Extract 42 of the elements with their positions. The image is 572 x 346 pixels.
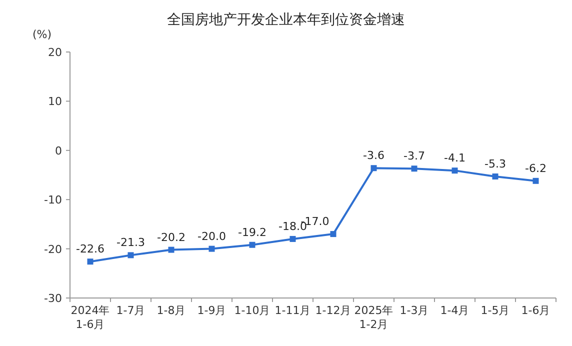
x-tick-label: 2025年 1-2月 (354, 304, 394, 331)
point (168, 246, 174, 253)
data-label: -20.0 (198, 230, 226, 243)
point (492, 173, 498, 180)
point (249, 242, 256, 248)
x-tick-label: 1-9月 (197, 304, 226, 317)
x-tick-label: 1-7月 (116, 304, 146, 317)
x-tick-label: 1-8月 (156, 304, 186, 317)
x-tick-label: 1-12月 (315, 304, 352, 317)
data-label: -21.3 (116, 236, 145, 250)
x-tick-label: 1-6月 (521, 304, 550, 317)
y-tick-label: 20 (48, 46, 62, 59)
point (87, 258, 94, 265)
x-tick-label: 1-4月 (440, 304, 470, 317)
point (330, 231, 336, 238)
data-label: -3.6 (363, 149, 384, 162)
x-tick-label: 1-5月 (480, 304, 510, 317)
data-label: -3.7 (404, 150, 425, 163)
data-label: -4.1 (444, 152, 466, 165)
x-tick-label: 1-10月 (234, 304, 270, 317)
point (452, 168, 458, 174)
point (532, 178, 539, 184)
x-tick-label: 1-11月 (274, 304, 311, 317)
y-tick-label: -20 (44, 242, 62, 256)
data-label: -6.2 (525, 162, 546, 175)
point (370, 165, 377, 172)
point (208, 246, 215, 252)
y-axis-title: (%) (32, 28, 52, 41)
chart-title: 全国房地产开发企业本年到位资金增速 (167, 12, 405, 28)
point (128, 252, 134, 258)
data-label: -22.6 (76, 242, 104, 256)
data-label: -20.2 (157, 230, 186, 244)
y-tick-label: -10 (44, 194, 62, 207)
point (411, 166, 418, 172)
x-tick-label: 1-3月 (400, 304, 429, 317)
y-tick-label: 0 (55, 144, 62, 158)
y-tick-label: 10 (48, 95, 62, 108)
x-tick-label: 2024年 1-6月 (70, 304, 110, 331)
data-label: -19.2 (238, 226, 266, 239)
point (290, 236, 296, 242)
y-tick-label: -30 (44, 292, 62, 305)
data-label: -5.3 (484, 157, 506, 170)
